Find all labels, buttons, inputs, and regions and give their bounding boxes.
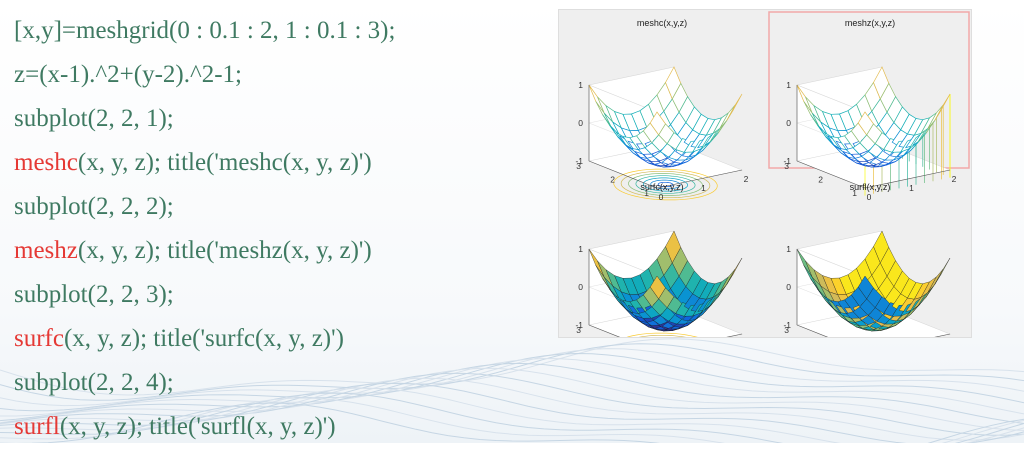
y-tick-label: 3 — [576, 161, 581, 171]
code-line: subplot(2, 2, 1); — [14, 97, 395, 141]
code-text: (x, y, z); title('surfl(x, y, z)') — [59, 413, 336, 440]
code-function-name: surfc — [14, 325, 64, 352]
wave-line — [0, 387, 1024, 443]
code-function-name: meshz — [14, 237, 78, 264]
z-tick-label: 1 — [786, 80, 791, 90]
wave-line — [0, 352, 1024, 412]
x-tick-label: 1 — [701, 183, 706, 193]
code-line: meshc(x, y, z); title('meshc(x, y, z)') — [14, 141, 395, 185]
x-tick-label: 0 — [867, 192, 872, 202]
subplot-title: meshc(x,y,z) — [637, 18, 687, 28]
matlab-figure: meshc(x,y,z) 1 0 -1 3 2 1 0 1 2 meshz(x,y,z) 1 0 -1 3 2… — [558, 9, 972, 338]
x-axis-line — [864, 169, 951, 189]
code-line: subplot(2, 2, 4); — [14, 361, 395, 405]
contour-line — [638, 334, 687, 337]
code-text: subplot(2, 2, 1); — [14, 105, 174, 132]
z-tick-label: -1 — [575, 156, 583, 166]
wave-line — [0, 362, 1024, 424]
z-tick-label: 1 — [786, 244, 791, 254]
code-text: [x,y]=meshgrid(0 : 0.1 : 2, 1 : 0.1 : 3)… — [14, 17, 396, 44]
x-axis-line — [656, 169, 743, 189]
code-line: z=(x-1).^2+(y-2).^2-1; — [14, 53, 395, 97]
contour-line — [642, 177, 689, 192]
z-tick-label: -1 — [575, 320, 583, 330]
y-tick-label: 3 — [576, 325, 581, 335]
surface-cell — [927, 268, 944, 293]
contour-line — [620, 170, 711, 199]
z-tick-label: 0 — [578, 282, 583, 292]
wave-line — [0, 397, 1024, 443]
surface-cell — [934, 93, 951, 121]
contour-line — [626, 332, 698, 337]
surface-cell — [726, 93, 743, 121]
code-line: [x,y]=meshgrid(0 : 0.1 : 2, 1 : 0.1 : 3)… — [14, 9, 395, 53]
subplot-title: meshz(x,y,z) — [845, 18, 895, 28]
wave-line — [0, 392, 1024, 443]
z-tick-label: 1 — [578, 244, 583, 254]
x-tick-label: 2 — [744, 174, 749, 184]
code-text: (x, y, z); title('meshz(x, y, z)') — [77, 237, 372, 264]
y-tick-label: 1 — [644, 188, 649, 198]
contour-line — [657, 181, 674, 188]
subplot-title: surfc(x,y,z) — [640, 182, 683, 192]
code-text: subplot(2, 2, 3); — [14, 281, 174, 308]
y-axis-line — [796, 160, 866, 189]
code-text: z=(x-1).^2+(y-2).^2-1; — [14, 61, 242, 88]
y-tick-label: 3 — [784, 161, 789, 171]
y-axis-line — [796, 324, 829, 337]
code-text: subplot(2, 2, 2); — [14, 193, 174, 220]
wave-line — [0, 372, 1024, 436]
contour-line — [628, 173, 703, 196]
contour-line — [613, 168, 718, 201]
z-tick-label: -1 — [783, 156, 791, 166]
y-tick-label: 1 — [852, 188, 857, 198]
z-tick-label: 1 — [578, 80, 583, 90]
code-text: subplot(2, 2, 4); — [14, 369, 174, 396]
wave-line — [0, 348, 1024, 407]
code-line: subplot(2, 2, 3); — [14, 273, 395, 317]
x-tick-label: 2 — [952, 174, 957, 184]
surface-cell — [934, 257, 951, 285]
z-tick-label: -1 — [783, 320, 791, 330]
x-tick-label: 0 — [659, 192, 664, 202]
wave-line — [0, 382, 1024, 443]
code-text: (x, y, z); title('surfc(x, y, z)') — [63, 325, 344, 352]
surface-cell — [719, 268, 736, 293]
code-line: surfc(x, y, z); title('surfc(x, y, z)') — [14, 317, 395, 361]
subplot-title: surfl(x,y,z) — [850, 182, 891, 192]
code-text: (x, y, z); title('meshc(x, y, z)') — [77, 149, 372, 176]
wave-line — [0, 367, 1024, 431]
decorative-wave-lines — [0, 338, 1024, 443]
z-tick-label: 0 — [786, 118, 791, 128]
wave-line — [0, 377, 1024, 441]
y-tick-label: 2 — [610, 175, 615, 185]
wave-line — [0, 402, 1024, 443]
code-function-name: surfl — [14, 413, 60, 440]
code-line: subplot(2, 2, 2); — [14, 185, 395, 229]
y-axis-line — [588, 324, 621, 337]
y-tick-label: 3 — [784, 325, 789, 335]
z-tick-label: 0 — [786, 282, 791, 292]
y-axis-line — [588, 160, 658, 189]
z-tick-label: 0 — [578, 118, 583, 128]
matlab-code-listing: [x,y]=meshgrid(0 : 0.1 : 2, 1 : 0.1 : 3)… — [14, 9, 395, 449]
contour-line — [635, 175, 696, 194]
code-line: meshz(x, y, z); title('meshz(x, y, z)') — [14, 229, 395, 273]
wave-line — [0, 357, 1024, 417]
wave-line — [0, 343, 1024, 401]
code-function-name: meshc — [14, 149, 78, 176]
y-tick-label: 2 — [818, 175, 823, 185]
wave-line — [0, 338, 1024, 396]
surface-cell — [726, 257, 743, 285]
x-tick-label: 1 — [909, 183, 914, 193]
code-line: surfl(x, y, z); title('surfl(x, y, z)') — [14, 405, 395, 449]
